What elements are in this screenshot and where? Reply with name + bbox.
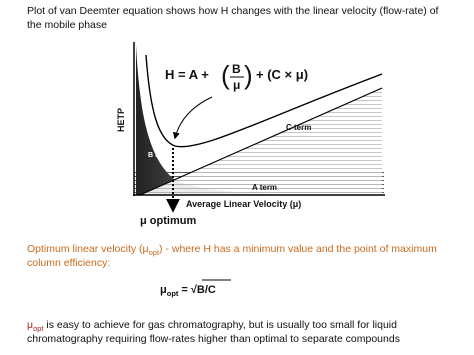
subscript: opt	[149, 248, 160, 257]
equation-lhs: H = A +	[165, 67, 209, 82]
note: μopt is easy to achieve for gas chromato…	[27, 319, 397, 333]
equation-paren: )	[244, 60, 253, 90]
title: Plot of van Deemter equation shows how H…	[27, 5, 439, 17]
c-term-label: C term	[286, 123, 311, 132]
y-axis-label: HETP	[116, 108, 126, 132]
formula-rest: = √B/C	[181, 284, 216, 296]
a-term-label: A term	[252, 183, 277, 192]
subscript: opt	[33, 324, 44, 333]
note: chromatography requiring flow-rates high…	[27, 333, 400, 345]
b-term-label: B term	[148, 152, 170, 159]
mu: μ	[27, 319, 33, 331]
subscript: opt	[167, 289, 179, 298]
equation-paren: (	[221, 60, 230, 90]
h-curve	[145, 54, 383, 148]
equation-numerator: B	[232, 62, 241, 76]
mu: μ	[160, 284, 167, 296]
optimum-label: μ optimum	[140, 215, 196, 227]
equation-denominator: μ	[233, 78, 240, 92]
optimum-word: optimum	[150, 215, 197, 227]
text: ) - where H has a minimum value and the …	[159, 243, 437, 255]
definition: Optimum linear velocity (μopt) - where H…	[27, 243, 437, 257]
formula: μopt = √B/C	[160, 284, 216, 298]
x-axis-label: Average Linear Velocity (μ)	[186, 199, 301, 209]
text: is easy to achieve for gas chromatograph…	[44, 319, 398, 331]
b-term-region	[136, 45, 300, 195]
definition: column efficiency:	[27, 257, 110, 269]
equation-rest: + (C × μ)	[256, 67, 308, 82]
title: the mobile phase	[27, 19, 107, 31]
arrow	[172, 96, 213, 140]
c-term-line	[139, 87, 383, 196]
mu: μ	[143, 243, 149, 255]
mu: μ	[140, 215, 147, 227]
text: Optimum linear velocity (	[27, 243, 143, 255]
